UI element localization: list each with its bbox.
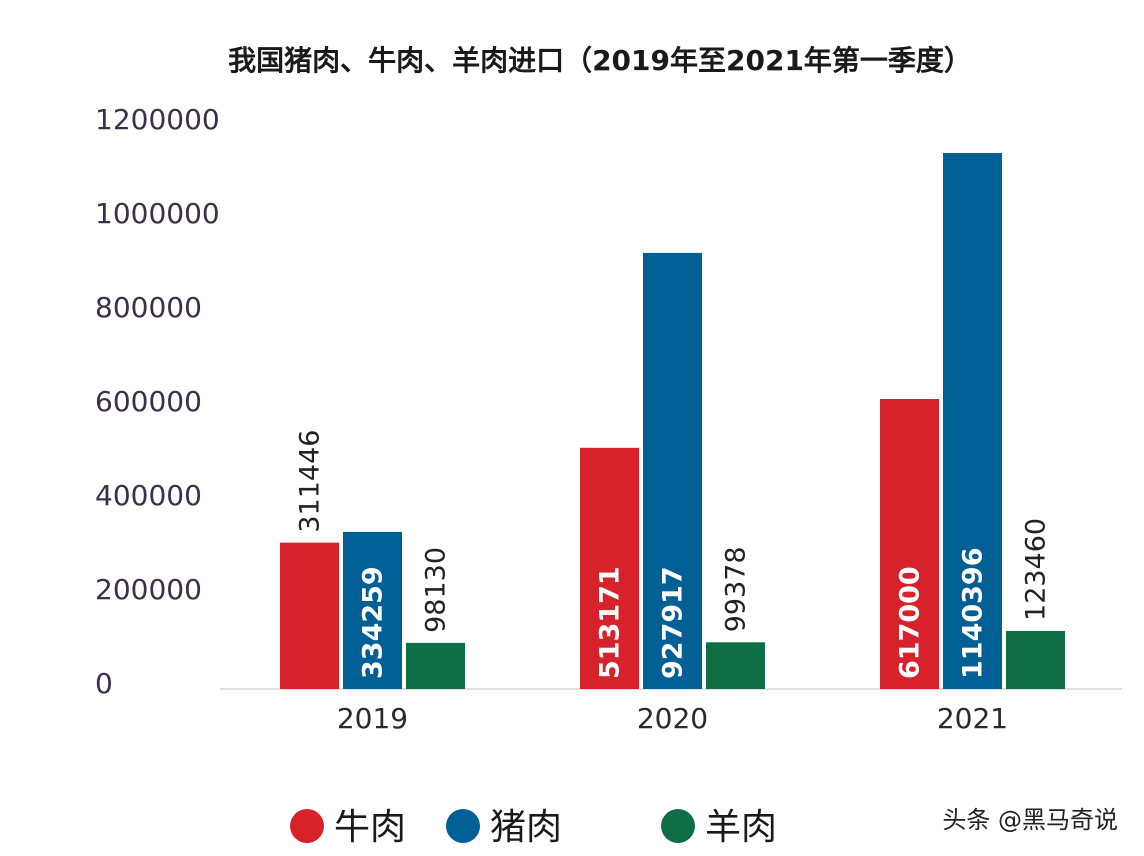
legend: 牛肉 猪肉 羊肉 [290,807,777,848]
y-tick-label: 800000 [95,291,202,324]
bar-2021-0 [880,399,939,689]
data-label-2019-1: 334259 [358,566,389,679]
legend-swatch [290,809,324,843]
watermark: 头条 @黑马奇说 [942,806,1118,834]
bar-2019-1 [343,531,402,689]
data-label-2020-0: 513171 [595,566,626,679]
data-label-2020-2: 99378 [721,546,752,632]
bar-2021-2 [1006,630,1065,689]
bar-2020-1 [643,252,702,689]
bar-2020-0 [580,447,639,689]
legend-label: 羊肉 [705,807,777,848]
legend-label: 牛肉 [334,807,406,848]
bar-2019-0 [280,542,339,689]
bar-2020-2 [706,642,765,689]
data-label-2019-0: 311446 [295,430,326,533]
y-tick-label: 1200000 [95,103,220,136]
data-label-2020-1: 927917 [658,566,689,679]
data-label-2021-0: 617000 [895,566,926,679]
y-axis-ticks: 0 200000 400000 600000 800000 1000000 1200000 [95,103,220,700]
data-label-2019-2: 98130 [421,547,452,633]
y-tick-label: 0 [95,667,113,700]
bar-2019-2 [406,642,465,689]
y-tick-label: 200000 [95,573,202,606]
x-axis-categories: 2019 2020 2021 [337,702,1008,735]
x-category-label: 2019 [337,702,408,735]
y-tick-label: 600000 [95,385,202,418]
y-tick-label: 1000000 [95,197,220,230]
data-label-2021-2: 123460 [1021,518,1052,621]
bar-2021-1 [943,153,1002,689]
legend-swatch [661,809,695,843]
y-tick-label: 400000 [95,479,202,512]
x-category-label: 2020 [637,702,708,735]
chart-title: 我国猪肉、牛肉、羊肉进口（2019年至2021年第一季度） [228,44,972,77]
legend-label: 猪肉 [490,807,562,848]
x-category-label: 2021 [937,702,1008,735]
legend-swatch [446,809,480,843]
data-label-2021-1: 1140396 [958,547,989,679]
bars: 311446 334259 98130 513171 927917 99378 617000… [280,153,1065,689]
